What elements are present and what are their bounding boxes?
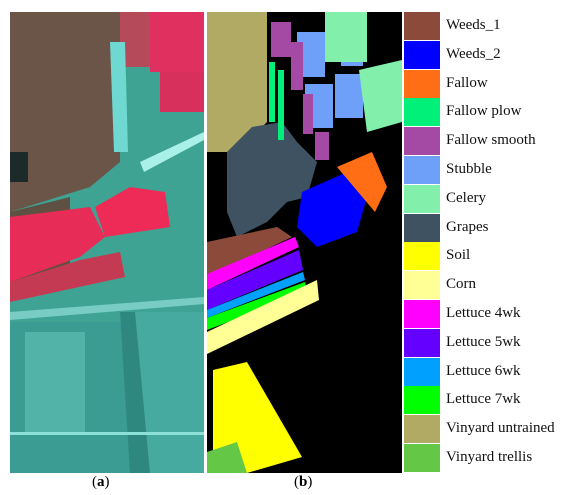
legend-swatch <box>404 357 440 386</box>
region-corn <box>207 280 319 354</box>
legend-label: Fallow smooth <box>446 132 536 149</box>
caption-b: (b) <box>294 474 313 490</box>
region-lettuce-5wk <box>207 250 303 310</box>
region-fallow <box>337 152 387 212</box>
legend-swatch <box>404 69 440 98</box>
region-fallow-plow <box>269 62 284 140</box>
caption-a: (a) <box>92 474 110 490</box>
legend-item: Lettuce 5wk <box>404 328 571 357</box>
false-color-image <box>10 12 204 473</box>
legend-label: Stubble <box>446 161 492 177</box>
legend-label: Lettuce 7wk <box>446 391 521 408</box>
legend-swatch <box>404 184 440 213</box>
legend-item: Celery <box>404 184 571 213</box>
legend-swatch <box>404 444 440 472</box>
legend-swatch <box>404 213 440 242</box>
region-vinyard-trellis <box>207 442 247 473</box>
legend-label: Fallow plow <box>446 103 522 120</box>
region-lettuce-4wk <box>207 237 299 290</box>
legend-swatch <box>404 12 440 40</box>
legend-swatch <box>404 328 440 357</box>
region-celery <box>325 12 367 62</box>
legend-label: Soil <box>446 247 471 264</box>
legend-label: Vinyard trellis <box>446 449 533 465</box>
ground-truth-map <box>207 12 402 473</box>
legend-swatch <box>404 415 440 444</box>
legend-label: Fallow <box>446 74 488 91</box>
legend-item: Corn <box>404 271 571 300</box>
legend-label: Grapes <box>446 218 489 235</box>
legend-item: Lettuce 4wk <box>404 300 571 328</box>
legend-label: Weeds_2 <box>446 45 501 62</box>
legend-item: Vinyard untrained <box>404 415 571 444</box>
legend-item: Lettuce 6wk <box>404 357 571 386</box>
region-weeds-2 <box>297 172 367 247</box>
legend-swatch <box>404 156 440 184</box>
legend-label: Lettuce 6wk <box>446 362 521 379</box>
legend-item: Grapes <box>404 213 571 242</box>
legend-item: Stubble <box>404 156 571 184</box>
legend-swatch <box>404 242 440 271</box>
legend-swatch <box>404 40 440 69</box>
legend-label: Lettuce 4wk <box>446 305 521 321</box>
region-grapes <box>227 122 317 237</box>
legend-label: Weeds_1 <box>446 17 501 33</box>
legend-item: Weeds_1 <box>404 12 571 40</box>
legend-label: Celery <box>446 189 486 206</box>
legend-item: Weeds_2 <box>404 40 571 69</box>
legend-label: Corn <box>446 276 476 293</box>
legend-item: Fallow plow <box>404 98 571 127</box>
legend-swatch <box>404 300 440 328</box>
region-weeds-1 <box>207 227 292 277</box>
legend-swatch <box>404 127 440 156</box>
legend-item: Lettuce 7wk <box>404 386 571 415</box>
legend-item: Vinyard trellis <box>404 444 571 472</box>
legend-item: Fallow smooth <box>404 127 571 156</box>
legend-swatch <box>404 98 440 127</box>
legend-label: Vinyard untrained <box>446 420 555 437</box>
region-fallow-smooth <box>271 22 329 160</box>
region-lettuce-6wk <box>207 272 305 318</box>
legend-swatch <box>404 386 440 415</box>
region-vinyard-untrained <box>207 12 267 152</box>
legend-label: Lettuce 5wk <box>446 333 521 350</box>
region-lettuce-7wk <box>207 282 307 330</box>
legend-swatch <box>404 271 440 300</box>
legend-item: Soil <box>404 242 571 271</box>
legend-item: Fallow <box>404 69 571 98</box>
